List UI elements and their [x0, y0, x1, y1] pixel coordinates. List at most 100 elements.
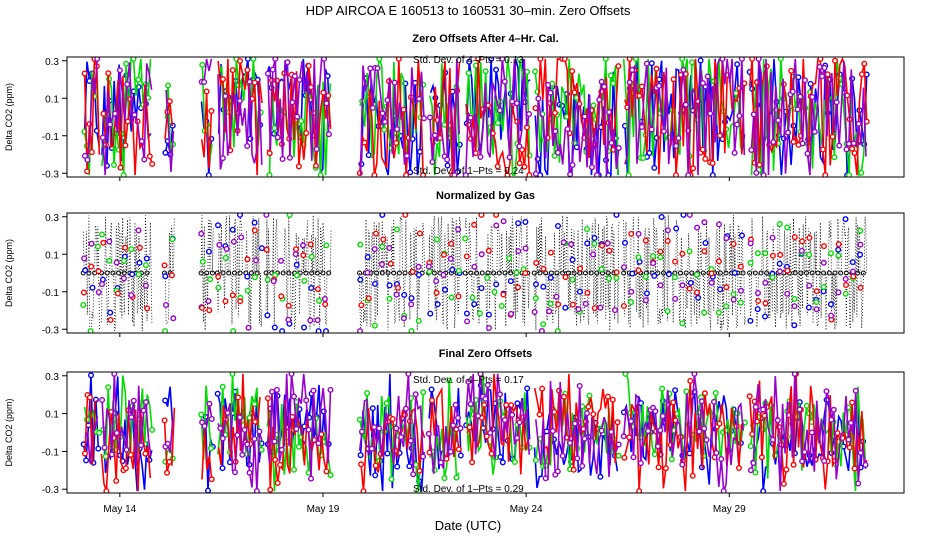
- data-point: [308, 475, 315, 482]
- data-point: [562, 274, 569, 281]
- data-point: [244, 142, 251, 149]
- data-point: [496, 107, 503, 114]
- data-point: [575, 306, 582, 313]
- data-point: [267, 486, 274, 493]
- data-point: [122, 465, 129, 472]
- data-point: [215, 284, 222, 291]
- data-point: [821, 64, 828, 71]
- zero-marker: [86, 270, 92, 276]
- data-point: [475, 57, 482, 62]
- std-dev-annotation: Std. Dev. of 4–Pts = 0.13: [413, 55, 524, 66]
- data-point: [679, 320, 686, 327]
- data-point: [313, 146, 320, 153]
- data-point: [469, 459, 476, 466]
- data-point: [584, 410, 591, 417]
- data-point: [219, 383, 226, 390]
- y-tick-label: -0.3: [42, 169, 60, 180]
- data-point: [708, 270, 715, 277]
- data-point: [671, 274, 678, 281]
- data-point: [665, 271, 672, 278]
- data-point: [146, 153, 153, 160]
- data-point: [638, 123, 645, 130]
- data-point: [577, 265, 584, 272]
- data-point: [689, 59, 696, 66]
- data-point: [734, 121, 741, 128]
- data-point: [845, 140, 852, 147]
- data-point: [395, 284, 402, 291]
- panel-frame: [66, 56, 905, 178]
- data-point: [555, 301, 562, 308]
- data-point: [483, 433, 490, 440]
- data-point: [857, 284, 864, 291]
- data-point: [567, 171, 574, 177]
- data-point: [777, 57, 784, 62]
- zero-marker: [621, 270, 627, 276]
- data-point: [108, 451, 115, 458]
- data-point: [140, 407, 147, 414]
- data-point: [471, 221, 478, 228]
- data-point: [379, 213, 386, 218]
- data-point: [707, 110, 714, 117]
- data-point: [379, 110, 386, 117]
- data-point: [271, 124, 278, 131]
- data-point: [400, 106, 407, 113]
- data-point: [273, 386, 280, 393]
- data-point: [790, 138, 797, 145]
- data-point: [491, 289, 498, 296]
- data-point: [393, 226, 400, 233]
- data-point: [84, 156, 91, 163]
- data-point: [116, 67, 123, 74]
- data-point: [165, 82, 172, 89]
- data-point: [493, 281, 500, 288]
- data-point: [100, 110, 107, 117]
- data-point: [120, 172, 127, 177]
- data-point: [687, 279, 694, 286]
- data-point: [499, 459, 506, 466]
- data-point: [514, 434, 521, 441]
- data-point: [271, 438, 278, 445]
- data-point: [388, 476, 395, 483]
- zero-marker: [594, 270, 600, 276]
- data-point: [532, 457, 539, 464]
- data-point: [244, 273, 251, 280]
- data-point: [701, 248, 708, 255]
- data-point: [376, 57, 383, 62]
- zero-marker: [303, 270, 309, 276]
- data-point: [477, 372, 484, 377]
- data-point: [652, 408, 659, 415]
- data-point: [532, 68, 539, 75]
- data-point: [540, 321, 547, 328]
- data-point: [784, 267, 791, 274]
- data-point: [198, 230, 205, 237]
- data-point: [628, 418, 635, 425]
- data-point: [205, 298, 212, 305]
- zero-marker: [254, 270, 260, 276]
- data-point: [673, 225, 680, 232]
- data-point: [501, 417, 508, 424]
- data-point: [694, 289, 701, 296]
- data-point: [278, 293, 285, 300]
- data-point: [484, 274, 491, 281]
- data-point: [817, 57, 824, 62]
- data-point: [716, 221, 723, 228]
- zero-marker: [798, 270, 804, 276]
- data-point: [308, 253, 315, 260]
- data-point: [452, 401, 459, 408]
- data-point: [620, 303, 627, 310]
- zero-marker: [248, 270, 254, 276]
- data-point: [673, 172, 679, 177]
- zero-marker: [717, 270, 723, 276]
- data-point: [266, 172, 273, 177]
- data-point: [316, 297, 323, 304]
- data-point: [420, 389, 427, 396]
- data-point: [234, 432, 241, 439]
- data-point: [799, 238, 806, 245]
- data-point: [642, 237, 649, 244]
- data-point: [500, 291, 507, 298]
- data-point: [691, 372, 698, 377]
- data-point: [231, 469, 238, 476]
- data-point: [305, 426, 312, 433]
- data-point: [219, 155, 226, 162]
- data-point: [703, 436, 710, 443]
- data-point: [88, 240, 95, 247]
